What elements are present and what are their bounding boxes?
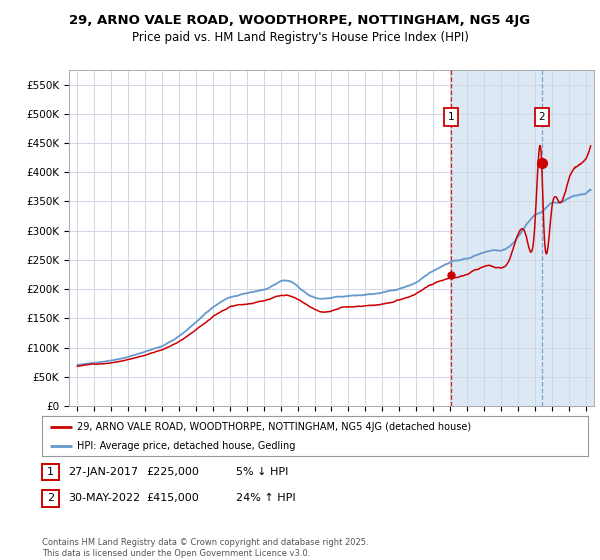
Text: 5% ↓ HPI: 5% ↓ HPI [236,467,288,477]
Text: 30-MAY-2022: 30-MAY-2022 [68,493,140,503]
Text: 1: 1 [47,467,54,477]
Text: Contains HM Land Registry data © Crown copyright and database right 2025.
This d: Contains HM Land Registry data © Crown c… [42,538,368,558]
Text: £415,000: £415,000 [146,493,199,503]
Text: £225,000: £225,000 [146,467,199,477]
Text: 29, ARNO VALE ROAD, WOODTHORPE, NOTTINGHAM, NG5 4JG: 29, ARNO VALE ROAD, WOODTHORPE, NOTTINGH… [70,14,530,27]
Text: 2: 2 [47,493,54,503]
Text: 24% ↑ HPI: 24% ↑ HPI [236,493,295,503]
Text: 29, ARNO VALE ROAD, WOODTHORPE, NOTTINGHAM, NG5 4JG (detached house): 29, ARNO VALE ROAD, WOODTHORPE, NOTTINGH… [77,422,472,432]
Text: Price paid vs. HM Land Registry's House Price Index (HPI): Price paid vs. HM Land Registry's House … [131,31,469,44]
Text: 1: 1 [448,112,455,122]
Text: HPI: Average price, detached house, Gedling: HPI: Average price, detached house, Gedl… [77,441,296,450]
Text: 27-JAN-2017: 27-JAN-2017 [68,467,138,477]
Bar [451,70,594,406]
Text: 2: 2 [539,112,545,122]
